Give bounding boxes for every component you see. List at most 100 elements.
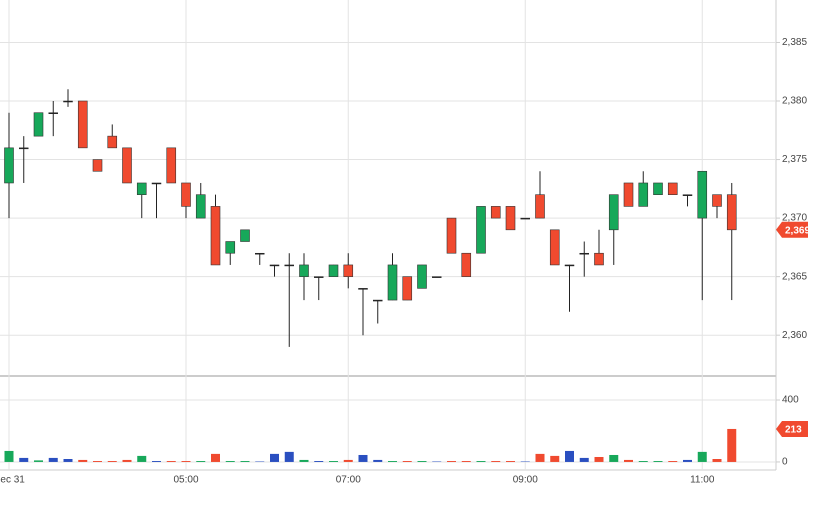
candle-body [682,194,693,196]
volume-bar [299,459,309,462]
candle-body [240,229,250,242]
candle-body [343,264,354,277]
volume-bar [181,461,191,462]
volume-bar [727,428,737,462]
candle-body [107,135,118,149]
volume-bar [683,459,692,462]
volume-bar [579,457,589,462]
last-value-badge [776,420,808,437]
candle-body [373,299,383,302]
volume-bar [284,451,294,462]
candle-body [328,264,339,277]
candle-body [490,206,501,219]
volume-bar [270,453,279,462]
volume-bar [565,450,574,462]
volume-bar [697,451,707,462]
volume-bar [712,459,722,462]
last-value-label: 213 [785,425,802,436]
candle-body [255,252,265,255]
y-tick-label: 2,375 [782,154,807,165]
candle-body [314,276,324,278]
volume-bar [314,461,324,462]
volume-bar [343,459,353,462]
volume-bar [166,461,176,462]
candle-body [697,170,708,219]
candle-body [579,252,589,255]
candle-body [446,217,457,254]
y-tick-label: 2,360 [782,330,807,341]
volume-bar [196,461,206,462]
volume-bar [358,454,368,462]
candle-body [358,288,368,290]
candle-body [195,194,206,219]
candle-body [284,264,294,267]
volume-bar [373,459,383,462]
candle-body [225,241,236,254]
volume-bar [668,461,678,462]
candle-body [549,229,560,266]
candle-body [520,217,530,220]
candle-body [136,182,147,195]
last-value-badge [776,221,808,238]
candle-body [402,276,413,301]
volume-bar [638,461,648,462]
candle-body [594,252,604,266]
volume-bar [388,461,397,462]
volume-bar [402,461,412,462]
volume-bar [329,461,338,462]
y-tick-label: 2,365 [782,271,807,282]
candle-body [33,112,44,137]
volume-bar [225,461,235,462]
volume-bar [107,461,117,462]
volume-bar [653,461,663,462]
volume-bar [447,461,456,462]
y-tick-label: 2,385 [782,37,807,48]
volume-bar [34,460,43,462]
candle-body [166,147,177,184]
x-tick-label: 05:00 [173,475,198,486]
volume-bar [137,455,147,462]
volume-bar [240,461,250,462]
volume-bar [63,459,73,462]
volume-bar [152,461,161,462]
candle-body [432,276,442,278]
candle-body [726,194,737,231]
candle-body [181,182,191,207]
volume-bar [78,459,88,462]
candle-body [623,182,634,207]
candle-body [19,147,29,150]
candle-body [122,147,132,184]
candle-body [4,147,14,184]
candle-body [92,159,103,172]
candle-body [151,182,162,185]
volume-bar [461,461,471,462]
y-tick-label: 400 [782,395,799,406]
x-tick-label: 11:00 [690,475,715,486]
volume-bar [476,461,486,462]
volume-bar [19,457,29,462]
candle-body [667,182,678,195]
volume-bar [594,456,604,462]
volume-bar [417,461,427,462]
volume-bar [211,453,220,462]
y-tick-label: 2,380 [782,96,807,107]
candle-body [77,100,88,149]
candle-body [417,264,427,289]
candle-body [653,182,663,195]
candle-body [63,100,73,103]
candle-body [712,194,722,207]
volume-bar [491,461,501,462]
candle-body [505,206,516,231]
candle-body [269,264,280,267]
candle-body [476,206,486,254]
volume-bar [535,453,545,462]
candle-body [564,264,575,267]
candle-body [299,264,309,277]
volume-bar [609,454,619,462]
volume-bar [550,455,560,462]
volume-bar [48,457,58,462]
volume-bar [122,459,132,462]
candle-body [535,194,545,219]
candle-body [638,182,649,207]
